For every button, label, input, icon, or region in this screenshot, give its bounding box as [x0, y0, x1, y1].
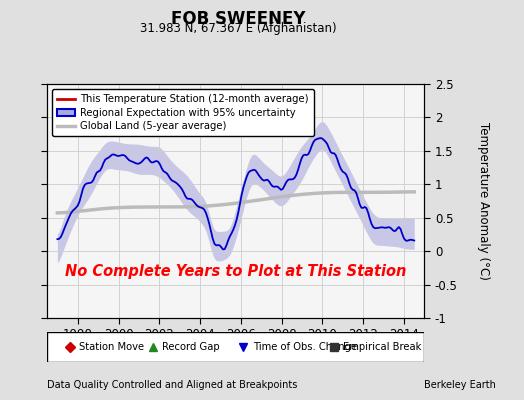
Text: Station Move: Station Move [79, 342, 144, 352]
Legend: This Temperature Station (12-month average), Regional Expectation with 95% uncer: This Temperature Station (12-month avera… [52, 89, 314, 136]
Text: Data Quality Controlled and Aligned at Breakpoints: Data Quality Controlled and Aligned at B… [47, 380, 298, 390]
Text: Time of Obs. Change: Time of Obs. Change [253, 342, 357, 352]
Text: Berkeley Earth: Berkeley Earth [424, 380, 496, 390]
Text: FOB SWEENEY: FOB SWEENEY [171, 10, 305, 28]
Text: Record Gap: Record Gap [162, 342, 220, 352]
Text: Empirical Break: Empirical Break [343, 342, 422, 352]
Text: 31.983 N, 67.367 E (Afghanistan): 31.983 N, 67.367 E (Afghanistan) [140, 22, 337, 35]
Y-axis label: Temperature Anomaly (°C): Temperature Anomaly (°C) [477, 122, 490, 280]
Text: No Complete Years to Plot at This Station: No Complete Years to Plot at This Statio… [65, 264, 407, 279]
